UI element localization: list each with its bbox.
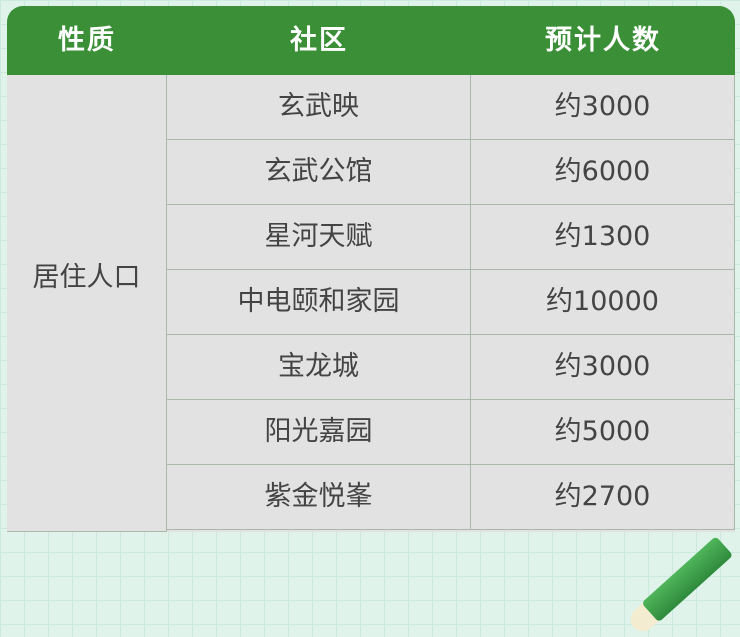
community-cell: 紫金悦峯 (167, 465, 471, 530)
pen-decoration (625, 523, 740, 637)
count-cell: 约2700 (471, 465, 735, 530)
community-cell: 阳光嘉园 (167, 400, 471, 465)
table-header: 性质 社区 预计人数 (7, 6, 735, 75)
header-nature: 性质 (58, 25, 116, 56)
count-cell: 约1300 (471, 205, 735, 270)
count-cell: 约6000 (471, 140, 735, 205)
count-cell: 约10000 (471, 270, 735, 335)
category-cell: 居住人口 (7, 75, 167, 532)
count-cell: 约5000 (471, 400, 735, 465)
population-table: 性质 社区 预计人数 居住人口 玄武映 约3000 玄武公馆 约6000 星河天赋 … (7, 6, 735, 532)
header-community: 社区 (290, 25, 348, 56)
header-count: 预计人数 (545, 25, 661, 56)
community-cell: 星河天赋 (167, 205, 471, 270)
community-cell: 玄武公馆 (167, 140, 471, 205)
count-cell: 约3000 (471, 75, 735, 140)
community-cell: 中电颐和家园 (167, 270, 471, 335)
community-cell: 宝龙城 (167, 335, 471, 400)
community-cell: 玄武映 (167, 75, 471, 140)
count-cell: 约3000 (471, 335, 735, 400)
